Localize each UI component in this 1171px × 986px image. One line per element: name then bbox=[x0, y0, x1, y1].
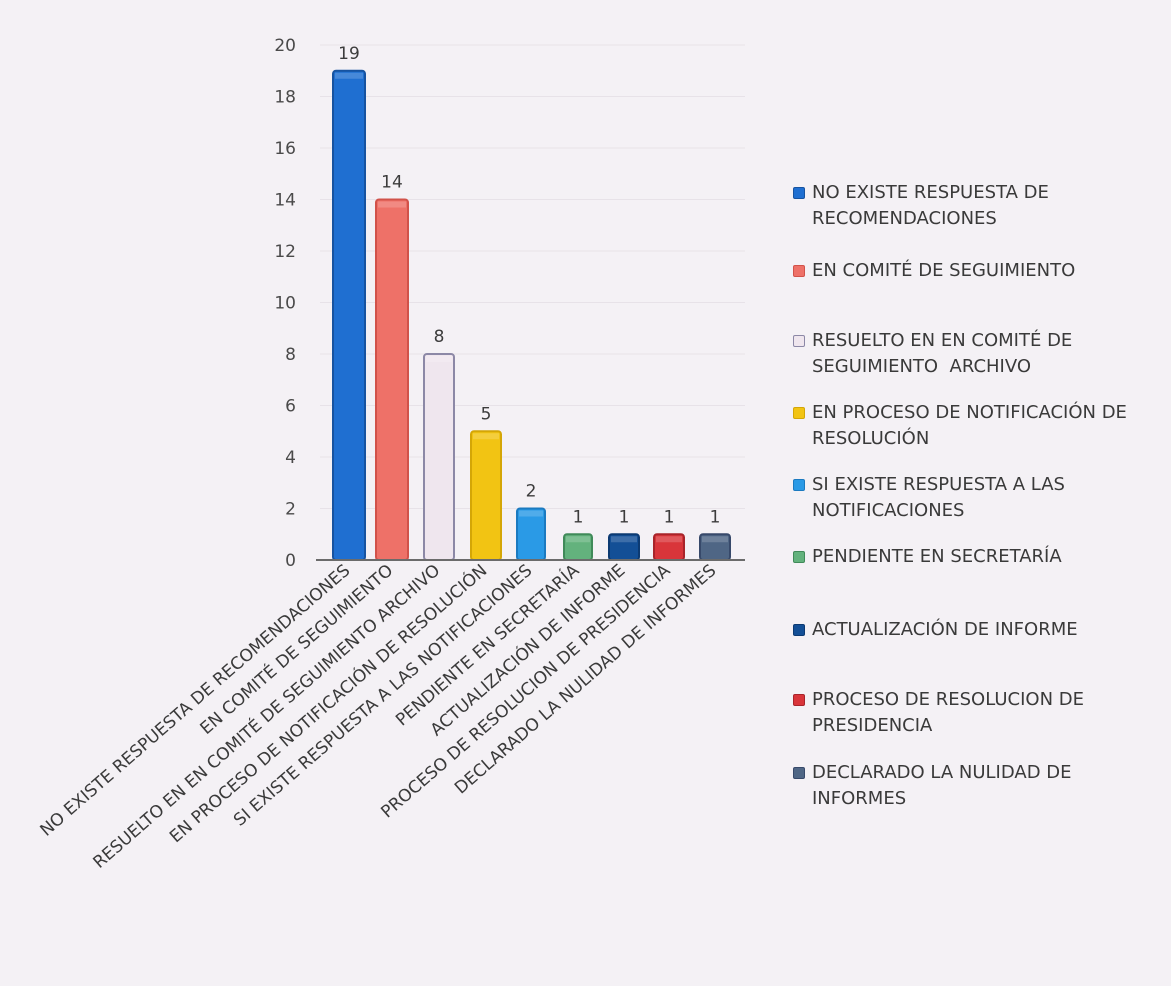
legend-swatch bbox=[793, 335, 805, 347]
legend-label: DECLARADO LA NULIDAD DE INFORMES bbox=[812, 762, 1072, 809]
y-tick-label: 16 bbox=[274, 139, 296, 159]
legend-swatch bbox=[793, 767, 805, 779]
bar-highlight bbox=[426, 356, 452, 362]
data-label: 2 bbox=[526, 482, 537, 502]
legend-item: ACTUALIZACIÓN DE INFORME bbox=[793, 617, 1163, 643]
legend-item: EN PROCESO DE NOTIFICACIÓN DE RESOLUCIÓN bbox=[793, 400, 1163, 452]
bar-highlight bbox=[656, 536, 682, 543]
y-tick-label: 20 bbox=[274, 36, 296, 56]
bar-highlight bbox=[519, 510, 543, 517]
legend-label: NO EXISTE RESPUESTA DE RECOMENDACIONES bbox=[812, 182, 1049, 229]
bar bbox=[470, 430, 502, 561]
legend-item: SI EXISTE RESPUESTA A LAS NOTIFICACIONES bbox=[793, 472, 1163, 524]
legend-item: RESUELTO EN EN COMITÉ DE SEGUIMIENTO ARC… bbox=[793, 328, 1163, 380]
data-label: 8 bbox=[434, 327, 445, 347]
y-tick-label: 12 bbox=[274, 242, 296, 262]
y-tick-label: 14 bbox=[274, 191, 296, 211]
legend-label: ACTUALIZACIÓN DE INFORME bbox=[812, 619, 1078, 640]
y-tick-label: 4 bbox=[285, 448, 296, 468]
data-labels: 19 14 8 5 2 1 1 1 1 bbox=[338, 44, 720, 528]
bar bbox=[375, 198, 409, 561]
legend-swatch bbox=[793, 694, 805, 706]
data-label: 14 bbox=[381, 173, 403, 193]
bar bbox=[332, 69, 366, 561]
x-tick-label: EN PROCESO DE NOTIFICACIÓN DE RESOLUCIÓN bbox=[165, 559, 492, 847]
legend-label: PROCESO DE RESOLUCION DE PRESIDENCIA bbox=[812, 689, 1084, 736]
x-axis-category-labels: NO EXISTE RESPUESTA DE RECOMENDACIONESEN… bbox=[36, 559, 720, 873]
y-tick-label: 0 bbox=[285, 551, 296, 571]
legend-swatch bbox=[793, 479, 805, 491]
bar-highlight bbox=[566, 536, 590, 543]
legend-label: PENDIENTE EN SECRETARÍA bbox=[812, 546, 1062, 567]
data-label: 1 bbox=[710, 507, 721, 527]
bar-highlight bbox=[378, 201, 406, 208]
legend-item: EN COMITÉ DE SEGUIMIENTO bbox=[793, 258, 1163, 284]
legend-swatch bbox=[793, 407, 805, 419]
legend-swatch bbox=[793, 551, 805, 563]
y-tick-label: 2 bbox=[285, 500, 296, 520]
y-tick-label: 18 bbox=[274, 88, 296, 108]
bar-highlight bbox=[473, 433, 499, 440]
bar-highlight bbox=[611, 536, 637, 543]
data-label: 5 bbox=[481, 404, 492, 424]
data-label: 1 bbox=[573, 507, 584, 527]
y-tick-label: 8 bbox=[285, 345, 296, 365]
bar-highlight bbox=[335, 72, 363, 79]
bar-highlight bbox=[702, 536, 728, 543]
legend-item: PROCESO DE RESOLUCION DE PRESIDENCIA bbox=[793, 687, 1163, 739]
data-label: 1 bbox=[664, 507, 675, 527]
legend-swatch bbox=[793, 265, 805, 277]
y-axis-ticks: 0 2 4 6 8 10 12 14 16 18 20 bbox=[274, 36, 296, 571]
legend-swatch bbox=[793, 624, 805, 636]
legend-swatch bbox=[793, 187, 805, 199]
legend-label: SI EXISTE RESPUESTA A LAS NOTIFICACIONES bbox=[812, 474, 1065, 521]
y-tick-label: 10 bbox=[274, 294, 296, 314]
bar bbox=[423, 353, 455, 561]
data-label: 1 bbox=[619, 507, 630, 527]
legend-label: EN PROCESO DE NOTIFICACIÓN DE RESOLUCIÓN bbox=[812, 402, 1127, 449]
legend-item: DECLARADO LA NULIDAD DE INFORMES bbox=[793, 760, 1163, 812]
y-tick-label: 6 bbox=[285, 397, 296, 417]
legend-label: RESUELTO EN EN COMITÉ DE SEGUIMIENTO ARC… bbox=[812, 330, 1073, 377]
data-label: 19 bbox=[338, 44, 360, 64]
legend-item: NO EXISTE RESPUESTA DE RECOMENDACIONES bbox=[793, 180, 1163, 232]
legend-label: EN COMITÉ DE SEGUIMIENTO bbox=[812, 260, 1076, 281]
x-tick-label: RESUELTO EN EN COMITÉ DE SEGUIMIENTO ARC… bbox=[88, 559, 444, 873]
x-tick-label: NO EXISTE RESPUESTA DE RECOMENDACIONES bbox=[36, 561, 354, 841]
legend-item: PENDIENTE EN SECRETARÍA bbox=[793, 544, 1163, 570]
